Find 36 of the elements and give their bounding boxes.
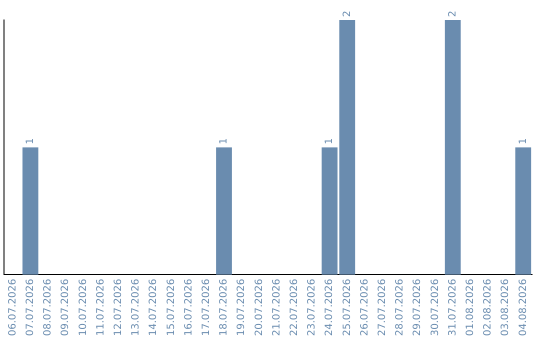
x-tick-label: 04.08.2026 <box>518 278 529 336</box>
x-tick-label: 16.07.2026 <box>183 278 194 336</box>
x-tick-label: 13.07.2026 <box>130 278 142 336</box>
data-label: 1 <box>24 138 36 144</box>
data-label: 2 <box>447 10 458 17</box>
x-tick-label: 26.07.2026 <box>359 278 370 336</box>
data-label: 1 <box>218 138 230 144</box>
data-label: 2 <box>342 10 353 17</box>
x-tick-label: 01.08.2026 <box>464 278 476 336</box>
x-tick-label: 12.07.2026 <box>112 278 124 336</box>
x-tick-label: 15.07.2026 <box>166 278 177 336</box>
data-label: 1 <box>324 138 336 144</box>
x-tick-label: 08.07.2026 <box>42 278 54 336</box>
x-tick-label: 22.07.2026 <box>288 278 300 336</box>
x-tick-label: 28.07.2026 <box>394 278 406 336</box>
x-tick-label: 24.07.2026 <box>324 278 336 336</box>
x-tick-label: 09.07.2026 <box>60 278 72 336</box>
x-tick-label: 17.07.2026 <box>200 278 212 336</box>
x-tick-label: 02.08.2026 <box>482 278 494 336</box>
x-tick-label: 27.07.2026 <box>376 278 388 336</box>
x-tick-label: 18.07.2026 <box>218 278 230 336</box>
data-label: 1 <box>518 138 529 144</box>
x-tick-label: 25.07.2026 <box>342 278 353 336</box>
x-tick-label: 30.07.2026 <box>430 278 441 336</box>
x-tick-label: 19.07.2026 <box>236 278 248 336</box>
x-tick-label: 11.07.2026 <box>95 278 106 336</box>
x-tick-label: 14.07.2026 <box>148 278 160 336</box>
x-tick-label: 06.07.2026 <box>7 278 18 336</box>
x-tick-label: 29.07.2026 <box>412 278 424 336</box>
x-tick-label: 23.07.2026 <box>306 278 318 336</box>
x-tick-label: 20.07.2026 <box>254 278 265 336</box>
x-tick-label: 10.07.2026 <box>78 278 89 336</box>
x-tick-label: 07.07.2026 <box>24 278 36 336</box>
x-tick-label: 31.07.2026 <box>447 278 458 336</box>
x-tick-label: 03.08.2026 <box>500 278 512 336</box>
x-tick-label: 21.07.2026 <box>271 278 282 336</box>
